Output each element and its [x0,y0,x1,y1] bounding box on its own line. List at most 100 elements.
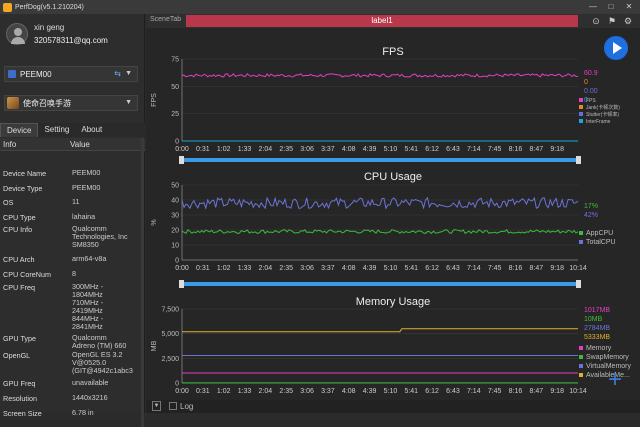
mark-icon[interactable]: ⚑ [607,16,617,26]
scene-tab-label: SceneTab [150,16,182,23]
current-value: 0 [584,97,588,104]
minimize-icon[interactable]: — [589,2,597,11]
x-tick-label: 7:14 [467,146,481,153]
legend-swatch [579,98,583,102]
app-select[interactable]: 使命召唤手游 ▼ [4,95,138,111]
y-tick-label: 75 [171,57,179,64]
x-tick-label: 8:47 [530,388,544,395]
x-tick-label: 0:31 [196,265,210,272]
location-icon[interactable]: ⊙ [592,16,600,26]
x-tick-label: 7:45 [488,265,502,272]
legend-label: Stutter(卡顿率) [586,111,619,118]
x-tick-label: 6:12 [425,388,439,395]
x-tick-label: 3:37 [321,388,335,395]
log-label: Log [180,402,194,411]
legend-swatch [579,346,583,350]
legend-label: VirtualMemory [586,363,631,370]
x-tick-label: 6:43 [446,265,460,272]
timeline-handle-right [576,280,581,288]
row-key: Resolution [3,394,37,403]
row-value: PEEM00 [72,183,101,192]
x-tick-label: 9:18 [550,388,564,395]
x-tick-label: 1:33 [238,146,252,153]
y-tick-label: 0 [175,258,179,265]
row-key: Screen Size [3,409,42,418]
x-tick-label: 9:18 [550,265,564,272]
series-line-totalcpu [181,196,579,210]
x-tick-label: 4:08 [342,265,356,272]
x-tick-label: 8:16 [509,388,523,395]
current-value: 10MB [584,316,603,323]
play-button[interactable] [604,36,628,60]
user-panel: xin geng 320578311@qq.com [4,20,142,48]
y-tick-label: 25 [171,111,179,118]
settings-icon[interactable]: ⚙ [623,16,633,26]
column-header-info: Info [3,140,17,149]
sidebar-scrollbar[interactable] [141,138,144,427]
x-tick-label: 2:04 [259,388,273,395]
chevron-down-icon[interactable]: ▼ [125,99,132,106]
tab-device[interactable]: Device [0,123,39,137]
x-tick-label: 0:00 [175,146,189,153]
title-bar: PerfDog(v5.1.210204) — □ ✕ [0,0,640,14]
maximize-icon[interactable]: □ [608,2,614,11]
row-key: OS [3,198,14,207]
y-tick-label: 20 [171,228,179,235]
y-axis-label: % [151,219,158,225]
row-key: Device Name [3,169,47,178]
avatar[interactable] [6,23,28,45]
x-tick-label: 1:33 [238,265,252,272]
row-value: 6.78 in [72,408,94,417]
x-tick-label: 7:14 [467,388,481,395]
legend-swatch [579,240,583,244]
row-key: GPU Freq [3,379,36,388]
connection-mode-icon[interactable]: ⇆ [114,69,121,78]
legend-swatch [579,373,583,377]
chevron-down-icon[interactable]: ▼ [125,70,132,77]
row-key: CPU Type [3,213,36,222]
device-icon [8,70,16,78]
device-select[interactable]: PEEM00 ⇆ ▼ [4,66,138,82]
x-tick-label: 2:04 [259,146,273,153]
current-value: 17% [584,203,598,210]
user-email: 320578311@qq.com [34,36,108,45]
series-line-fps [181,73,579,78]
perfdog-logo-icon [3,2,12,12]
add-chart-icon[interactable]: + [608,366,623,393]
x-tick-label: 4:39 [363,265,377,272]
y-tick-label: 2,500 [161,356,179,363]
legend-label: InterFrame [586,119,611,125]
x-tick-label: 4:39 [363,146,377,153]
y-tick-label: 30 [171,213,179,220]
x-tick-label: 3:06 [300,265,314,272]
x-tick-label: 5:41 [404,388,418,395]
log-checkbox[interactable] [169,402,177,410]
series-line-availableme [182,328,578,333]
scene-label-bar[interactable]: label1 [186,15,578,27]
row-value: OpenGL ES 3.2 V@0525.0 (GIT@4942c1abc3 [72,350,133,375]
x-tick-label: 2:35 [279,265,293,272]
chart-title: CPU Usage [364,171,422,183]
current-value: 5333MB [584,334,610,341]
current-value: 42% [584,212,598,219]
tab-about[interactable]: About [81,125,103,134]
legend-label: Memory [586,345,612,352]
legend-swatch [579,355,583,359]
chevron-down-icon[interactable]: ▼ [152,401,161,411]
row-value: arm64-v8a [72,254,107,263]
main-panel: SceneTab label1 ⊙ ⚑ ⚙ FPS FPS 0 25 50 75 0:00 0… [146,14,640,413]
device-select-value: PEEM00 [20,69,52,79]
x-tick-label: 1:02 [217,146,231,153]
legend-swatch [579,105,583,109]
series-line-appcpu [181,229,579,235]
row-value: 11 [72,197,80,206]
x-tick-label: 5:10 [384,388,398,395]
x-tick-label: 4:08 [342,146,356,153]
x-tick-label: 1:02 [217,265,231,272]
close-icon[interactable]: ✕ [625,2,633,11]
y-tick-label: 0 [175,381,179,388]
legend-swatch [579,119,583,123]
chart-title: FPS [382,46,403,58]
row-value: Qualcomm Adreno (TM) 660 [72,333,127,350]
tab-setting[interactable]: Setting [44,125,70,134]
